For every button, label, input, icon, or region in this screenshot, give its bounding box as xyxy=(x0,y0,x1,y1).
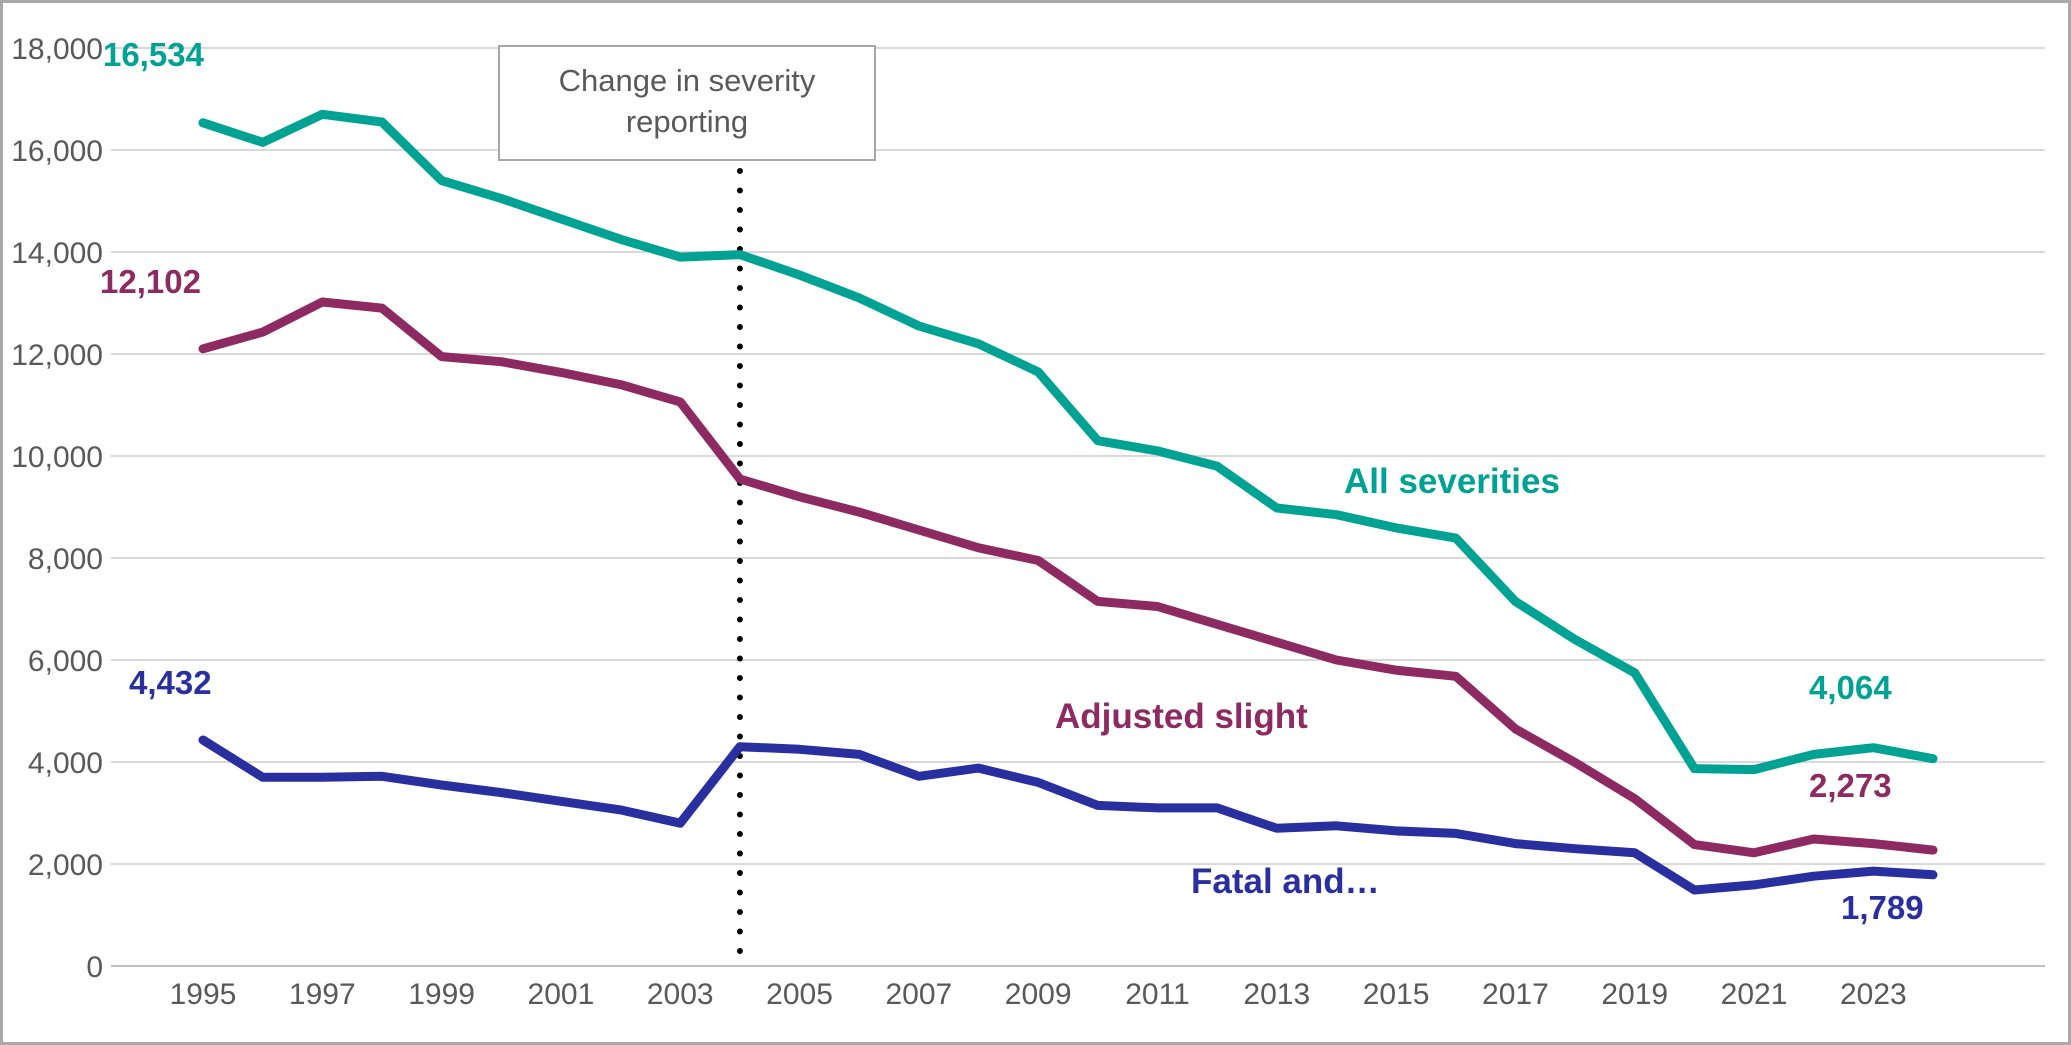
x-axis-tick-label: 2009 xyxy=(1005,978,1072,1011)
series-line-fatal-and-serious xyxy=(198,735,1938,895)
series-label-fatal-serious: Fatal and… xyxy=(1191,862,1380,901)
data-label-all-severities-start: 16,534 xyxy=(103,36,204,73)
y-axis-tick-label: 14,000 xyxy=(11,237,103,270)
y-axis-tick-label: 10,000 xyxy=(11,441,103,474)
y-axis-tick-label: 18,000 xyxy=(11,33,103,66)
x-axis-tick-label: 2023 xyxy=(1840,978,1907,1011)
line-chart-plot: 02,0004,0006,0008,00010,00012,00014,0001… xyxy=(11,33,2045,1011)
x-axis-tick-label: 2007 xyxy=(885,978,952,1011)
data-label-adjusted-slight-end: 2,273 xyxy=(1809,767,1892,804)
data-label-fatal-serious-start: 4,432 xyxy=(129,664,212,701)
x-axis-tick-label: 2013 xyxy=(1243,978,1310,1011)
x-axis-tick-label: 1999 xyxy=(408,978,475,1011)
series-line-adjusted-slight xyxy=(198,297,1938,858)
data-label-adjusted-slight-start: 12,102 xyxy=(100,263,201,300)
series-label-adjusted-slight: Adjusted slight xyxy=(1055,697,1308,736)
y-axis-tick-label: 16,000 xyxy=(11,135,103,168)
y-axis-tick-label: 12,000 xyxy=(11,339,103,372)
x-axis-tick-label: 2019 xyxy=(1601,978,1668,1011)
x-axis-tick-label: 2011 xyxy=(1125,978,1190,1011)
y-axis-tick-label: 2,000 xyxy=(28,849,103,882)
x-axis-tick-label: 2017 xyxy=(1482,978,1549,1011)
annotation-box: Change in severity reporting xyxy=(498,45,876,161)
annotation-text: Change in severity reporting xyxy=(558,63,816,139)
series-line-all-severities xyxy=(198,109,1938,775)
y-axis-tick-label: 8,000 xyxy=(28,543,103,576)
x-axis-tick-label: 2005 xyxy=(766,978,833,1011)
x-axis-tick-label: 2003 xyxy=(647,978,714,1011)
x-axis-tick-label: 1997 xyxy=(289,978,356,1011)
y-axis-tick-label: 4,000 xyxy=(28,747,103,780)
x-axis-tick-label: 2001 xyxy=(528,978,595,1011)
data-label-all-severities-end: 4,064 xyxy=(1809,669,1892,706)
x-axis-tick-label: 2021 xyxy=(1721,978,1788,1011)
series-label-all-severities: All severities xyxy=(1344,462,1560,501)
y-axis-tick-label: 0 xyxy=(86,951,103,984)
y-axis-tick-label: 6,000 xyxy=(28,645,103,678)
x-axis-tick-label: 1995 xyxy=(170,978,237,1011)
x-axis-tick-label: 2015 xyxy=(1363,978,1430,1011)
data-label-fatal-serious-end: 1,789 xyxy=(1841,889,1924,926)
